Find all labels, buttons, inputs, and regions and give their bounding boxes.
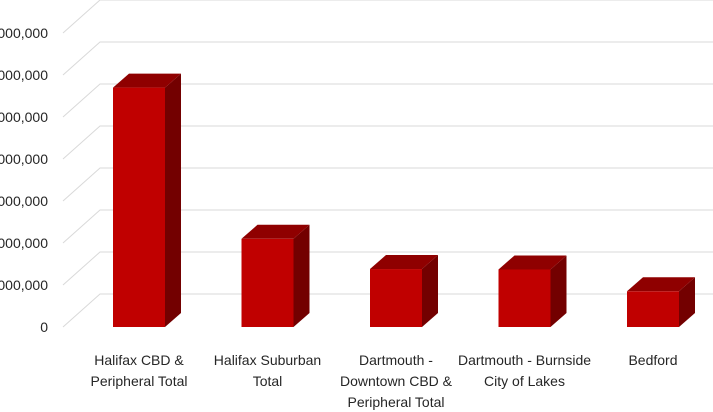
bar-side xyxy=(165,73,181,327)
bar-front xyxy=(498,269,551,327)
gridline xyxy=(62,83,713,118)
y-tick-label: ,000,000 xyxy=(0,235,48,251)
bar-side xyxy=(293,224,310,327)
y-axis-ticks: 0 ,000,000 ,000,000 ,000,000 ,000,000 ,000,00… xyxy=(0,25,48,335)
y-tick-label: ,000,000 xyxy=(0,67,48,83)
x-category-label: Dartmouth - Burnside City of Lakes xyxy=(458,352,591,389)
y-tick-label: ,000,000 xyxy=(0,193,48,209)
y-tick-label: ,000,000 xyxy=(0,25,48,41)
gridline xyxy=(62,209,713,244)
bar xyxy=(113,73,181,327)
y-tick-label: ,000,000 xyxy=(0,151,48,167)
bar xyxy=(498,255,567,327)
bar xyxy=(627,277,695,327)
bars xyxy=(113,73,695,327)
bar-top xyxy=(370,255,438,270)
bar-top xyxy=(113,73,181,88)
bar xyxy=(241,224,310,327)
bar-front xyxy=(241,238,294,327)
bar-front xyxy=(113,87,165,327)
x-axis-categories: Halifax CBD & Peripheral Total Halifax Sub… xyxy=(90,352,677,410)
y-tick-label: ,000,000 xyxy=(0,109,48,125)
bar-side xyxy=(422,255,438,327)
x-category-label: Dartmouth -Downtown CBD & Peripheral Tota… xyxy=(340,352,453,410)
gridline xyxy=(62,125,713,160)
bar-side xyxy=(679,277,695,327)
x-category-label: Halifax CBD & Peripheral Total xyxy=(90,352,187,389)
bar-front xyxy=(627,291,679,327)
bar-side xyxy=(550,255,567,327)
gridline xyxy=(62,0,713,34)
gridline xyxy=(62,167,713,202)
gridlines xyxy=(62,0,713,328)
gridline xyxy=(62,41,713,76)
x-category-label: Halifax Suburban Total xyxy=(214,352,321,389)
gridline xyxy=(62,251,713,286)
bar xyxy=(370,255,438,327)
bar-top xyxy=(498,255,567,270)
y-tick-label: 0 xyxy=(40,319,48,335)
bar-top xyxy=(627,277,695,292)
bar-front xyxy=(370,269,422,327)
x-category-label: Bedford xyxy=(628,352,677,368)
y-tick-label: ,000,000 xyxy=(0,277,48,293)
bar-top xyxy=(241,224,310,239)
